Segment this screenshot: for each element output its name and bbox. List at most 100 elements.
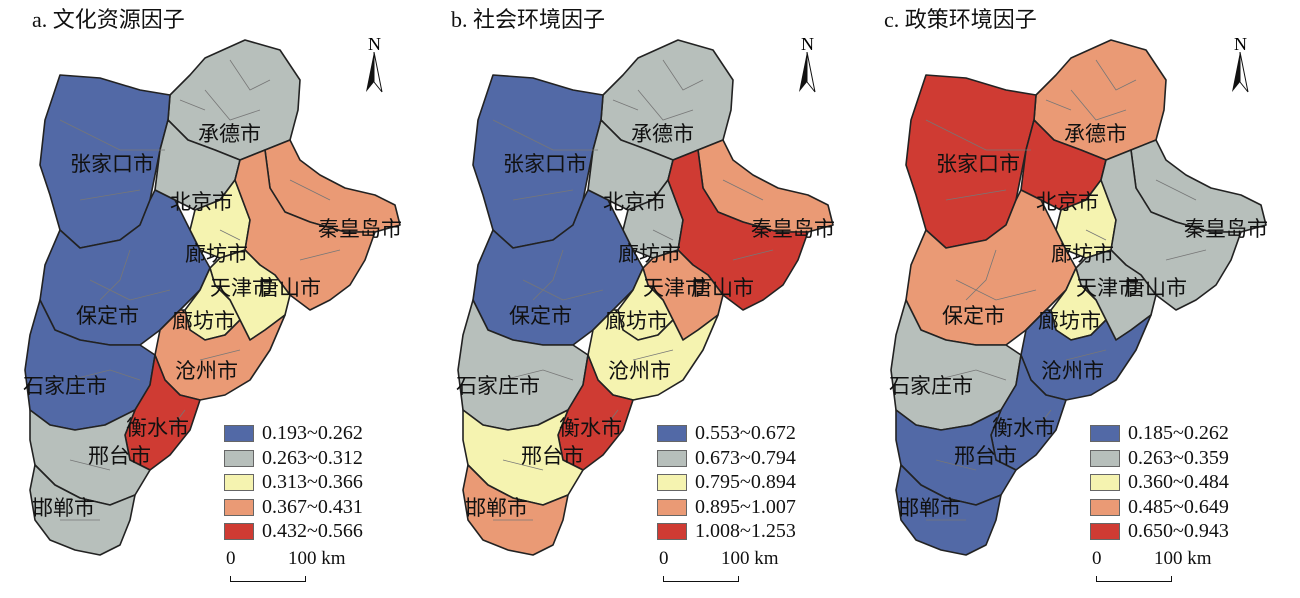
city-label-langfang_s: 廊坊市	[1038, 309, 1101, 333]
city-label-xingtai: 邢台市	[521, 444, 584, 468]
legend-label: 0.367~0.431	[262, 495, 363, 518]
county-boundary	[169, 409, 186, 431]
county-boundary	[965, 249, 997, 301]
county-boundary	[199, 349, 241, 361]
north-label: N	[368, 34, 381, 54]
north-arrow-icon: N	[1228, 34, 1258, 94]
city-label-baoding: 保定市	[509, 304, 572, 328]
region-tangshan	[1100, 149, 1242, 311]
north-label: N	[801, 34, 814, 54]
city-label-zhangjiakou: 张家口市	[936, 152, 1020, 176]
city-label-beijing: 北京市	[1036, 190, 1099, 214]
legend-swatch	[657, 449, 687, 467]
county-boundary	[502, 459, 544, 471]
legend-label: 0.263~0.359	[1128, 446, 1229, 469]
choropleth-map-a	[24, 39, 401, 556]
county-boundary	[935, 369, 1007, 381]
legend-swatch	[1090, 474, 1120, 492]
legend-swatch	[1090, 523, 1120, 541]
county-boundary	[1065, 349, 1107, 361]
map-panel-a: a. 文化资源因子 承德市 张家口市 北京市 秦皇岛市 廊坊市 天津市 唐山市 保定市 廊坊市 沧州…	[0, 0, 433, 585]
scale-zero-label: 0	[659, 548, 669, 569]
north-label: N	[1234, 34, 1247, 54]
county-boundary	[722, 179, 764, 201]
county-boundary	[925, 119, 1031, 151]
map-panel-c: c. 政策环境因子 承德市 张家口市 北京市 秦皇岛市 廊坊市 天津市 唐山市 保定市 廊坊市 沧州…	[866, 0, 1299, 585]
city-label-xingtai: 邢台市	[954, 444, 1017, 468]
county-boundary	[219, 229, 241, 241]
scale-line	[1096, 576, 1172, 582]
region-tangshan	[234, 149, 376, 311]
city-label-langfang_n: 廊坊市	[1051, 242, 1114, 266]
city-label-hengshui: 衡水市	[559, 416, 622, 440]
county-boundary	[299, 249, 341, 261]
legend-label: 0.795~0.894	[695, 471, 796, 494]
city-label-shijiazhuang: 石家庄市	[889, 374, 973, 398]
county-boundary	[1070, 89, 1127, 121]
city-label-cangzhou: 沧州市	[1041, 359, 1104, 383]
legend-swatch	[657, 425, 687, 442]
county-boundary	[89, 279, 171, 301]
county-boundary	[59, 119, 165, 151]
legend-label: 0.263~0.312	[262, 446, 363, 469]
legend-label: 0.360~0.484	[1128, 471, 1229, 494]
county-boundary	[512, 189, 574, 201]
county-boundary	[612, 99, 639, 111]
county-boundary	[99, 249, 131, 301]
county-boundary	[732, 249, 774, 261]
legend-swatch	[657, 498, 687, 516]
county-boundary	[955, 279, 1037, 301]
legend-label: 0.895~1.007	[695, 495, 796, 518]
choropleth-map-b	[457, 39, 834, 556]
city-label-cangzhou: 沧州市	[608, 359, 671, 383]
legend-swatch	[657, 474, 687, 492]
city-label-handan: 邯郸市	[898, 496, 961, 520]
city-label-qinhuangdao: 秦皇岛市	[318, 217, 402, 241]
city-label-chengde: 承德市	[198, 122, 261, 146]
county-boundary	[502, 369, 574, 381]
region-handan	[462, 464, 569, 556]
legend-swatch	[1090, 425, 1120, 442]
legend-label: 0.185~0.262	[1128, 422, 1229, 444]
legend-swatch	[657, 523, 687, 541]
legend-label: 0.553~0.672	[695, 422, 796, 444]
city-label-zhangjiakou: 张家口市	[503, 152, 587, 176]
north-arrow-icon: N	[795, 34, 825, 94]
county-boundary	[1155, 179, 1197, 201]
county-boundary	[637, 89, 694, 121]
city-label-langfang_s: 廊坊市	[172, 309, 235, 333]
legend-label: 0.432~0.566	[262, 520, 363, 543]
county-boundary	[1045, 99, 1072, 111]
city-label-tianjin: 天津市	[643, 276, 706, 300]
county-boundary	[69, 459, 111, 471]
city-label-handan: 邯郸市	[32, 496, 95, 520]
county-boundary	[204, 89, 261, 121]
county-boundary	[1095, 59, 1137, 91]
legend-swatch	[1090, 498, 1120, 516]
panel-title-b: b. 社会环境因子	[451, 7, 606, 32]
city-label-hengshui: 衡水市	[126, 416, 189, 440]
county-boundary	[632, 349, 674, 361]
county-boundary	[522, 279, 604, 301]
city-label-beijing: 北京市	[603, 190, 666, 214]
scale-line	[230, 576, 306, 582]
region-tangshan	[667, 149, 809, 311]
city-label-tangshan: 唐山市	[258, 276, 321, 300]
county-boundary	[652, 229, 674, 241]
legend-swatch	[224, 523, 254, 541]
region-handan	[29, 464, 136, 556]
scale-distance-label: 100 km	[288, 548, 346, 569]
legend-label: 1.008~1.253	[695, 520, 796, 543]
county-boundary	[935, 459, 977, 471]
city-label-tianjin: 天津市	[210, 276, 273, 300]
legend-label: 0.485~0.649	[1128, 495, 1229, 518]
city-label-beijing: 北京市	[170, 190, 233, 214]
county-boundary	[532, 249, 564, 301]
city-label-baoding: 保定市	[942, 304, 1005, 328]
legend-swatch	[224, 425, 254, 442]
city-label-zhangjiakou: 张家口市	[70, 152, 154, 176]
city-label-langfang_n: 廊坊市	[185, 242, 248, 266]
city-label-tianjin: 天津市	[1076, 276, 1139, 300]
county-boundary	[1085, 229, 1107, 241]
city-label-baoding: 保定市	[76, 304, 139, 328]
